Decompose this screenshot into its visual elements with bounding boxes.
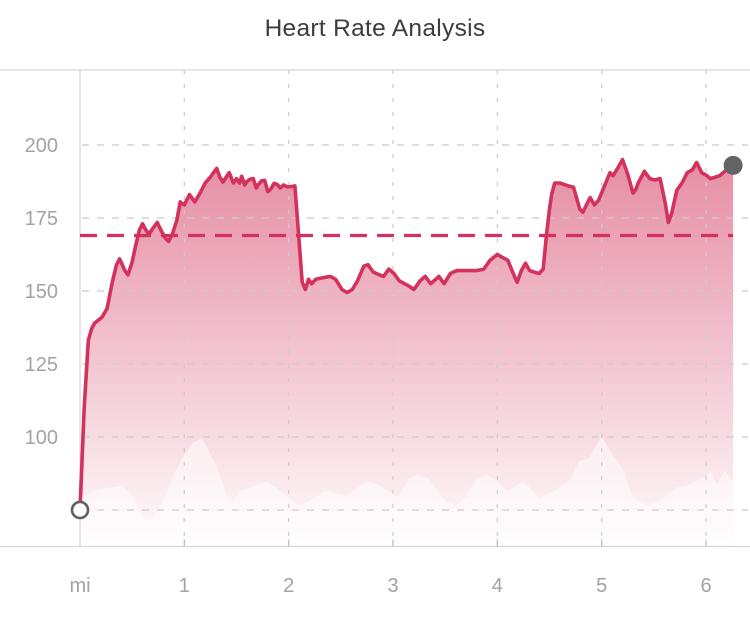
x-axis-label-4: 4: [492, 575, 503, 597]
y-axis-label-125: 125: [25, 354, 58, 376]
x-axis-label-3: 3: [387, 575, 398, 597]
end-point-marker: [723, 155, 743, 175]
y-axis-label-100: 100: [25, 427, 58, 449]
x-axis-label-2: 2: [283, 575, 294, 597]
x-axis-label-1: 1: [179, 575, 190, 597]
elevation-silhouette: [80, 436, 734, 546]
heart-rate-line: [78, 157, 735, 512]
y-axis-label-200: 200: [25, 135, 58, 157]
y-axis-label-175: 175: [25, 208, 58, 230]
start-point-marker: [70, 500, 90, 520]
x-axis-label-6: 6: [700, 575, 711, 597]
heart-rate-area: [80, 159, 734, 546]
chart-title: Heart Rate Analysis: [264, 15, 486, 42]
y-axis-label-150: 150: [25, 281, 58, 303]
x-axis-label-5: 5: [596, 575, 607, 597]
x-axis-unit-label: mi: [69, 575, 90, 597]
